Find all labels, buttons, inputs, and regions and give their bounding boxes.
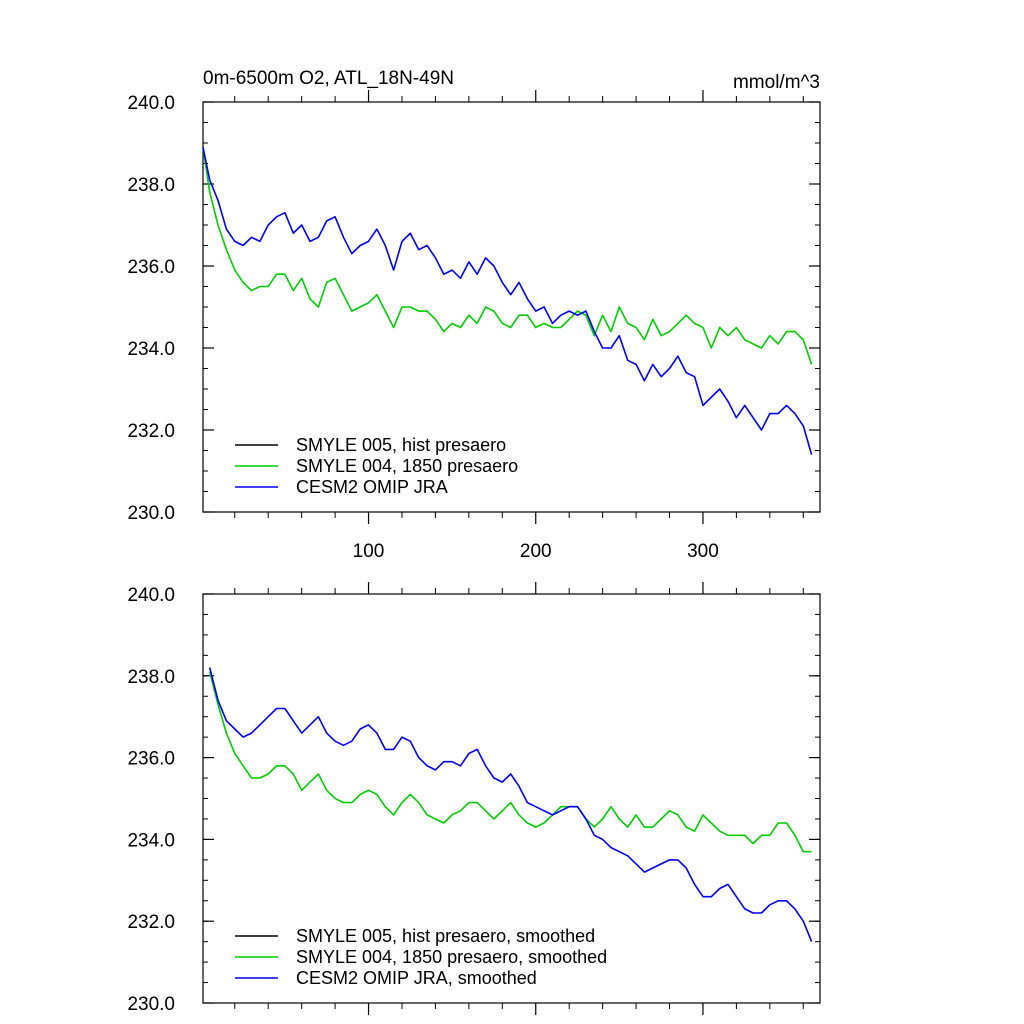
y-tick-label: 234.0 bbox=[127, 339, 175, 360]
legend-label: CESM2 OMIP JRA, smoothed bbox=[296, 968, 537, 988]
series-line-smyle-004-1850-presaero-smoothed bbox=[208, 671, 812, 853]
figure-units: mmol/m^3 bbox=[733, 72, 820, 93]
legend-label: SMYLE 004, 1850 presaero bbox=[296, 456, 518, 476]
legend-label: SMYLE 004, 1850 presaero, smoothed bbox=[296, 947, 607, 967]
y-tick-label: 232.0 bbox=[127, 912, 175, 933]
x-tick-label: 100 bbox=[353, 541, 385, 562]
y-tick-label: 238.0 bbox=[127, 667, 175, 688]
y-tick-label: 230.0 bbox=[127, 994, 175, 1015]
series-line-smyle-004-1850-presaero bbox=[202, 146, 813, 365]
y-tick-label: 236.0 bbox=[127, 749, 175, 770]
top-line-chart: 230.0 232.0 234.0 236.0 238.0 240.0 100 200 300 S… bbox=[127, 90, 821, 562]
legend-label: SMYLE 005, hist presaero bbox=[296, 435, 506, 455]
figure-title: 0m-6500m O2, ATL_18N-49N bbox=[203, 68, 454, 89]
legend-label: SMYLE 005, hist presaero, smoothed bbox=[296, 926, 595, 946]
y-tick-label: 238.0 bbox=[127, 175, 175, 196]
y-tick-label: 230.0 bbox=[127, 503, 175, 524]
bottom-line-chart: 230.0 232.0 234.0 236.0 238.0 240.0 SMYLE 005,… bbox=[127, 582, 821, 1015]
legend-label: CESM2 OMIP JRA bbox=[296, 477, 448, 497]
y-tick-label: 240.0 bbox=[127, 93, 175, 114]
x-tick-label: 200 bbox=[520, 541, 552, 562]
series-line-cesm2-omip-jra bbox=[202, 146, 813, 455]
x-tick-label: 300 bbox=[687, 541, 719, 562]
series-line-cesm2-omip-jra-smoothed bbox=[208, 667, 813, 942]
y-tick-label: 240.0 bbox=[127, 585, 175, 606]
y-tick-label: 232.0 bbox=[127, 421, 175, 442]
y-tick-label: 234.0 bbox=[127, 830, 175, 851]
y-tick-label: 236.0 bbox=[127, 257, 175, 278]
